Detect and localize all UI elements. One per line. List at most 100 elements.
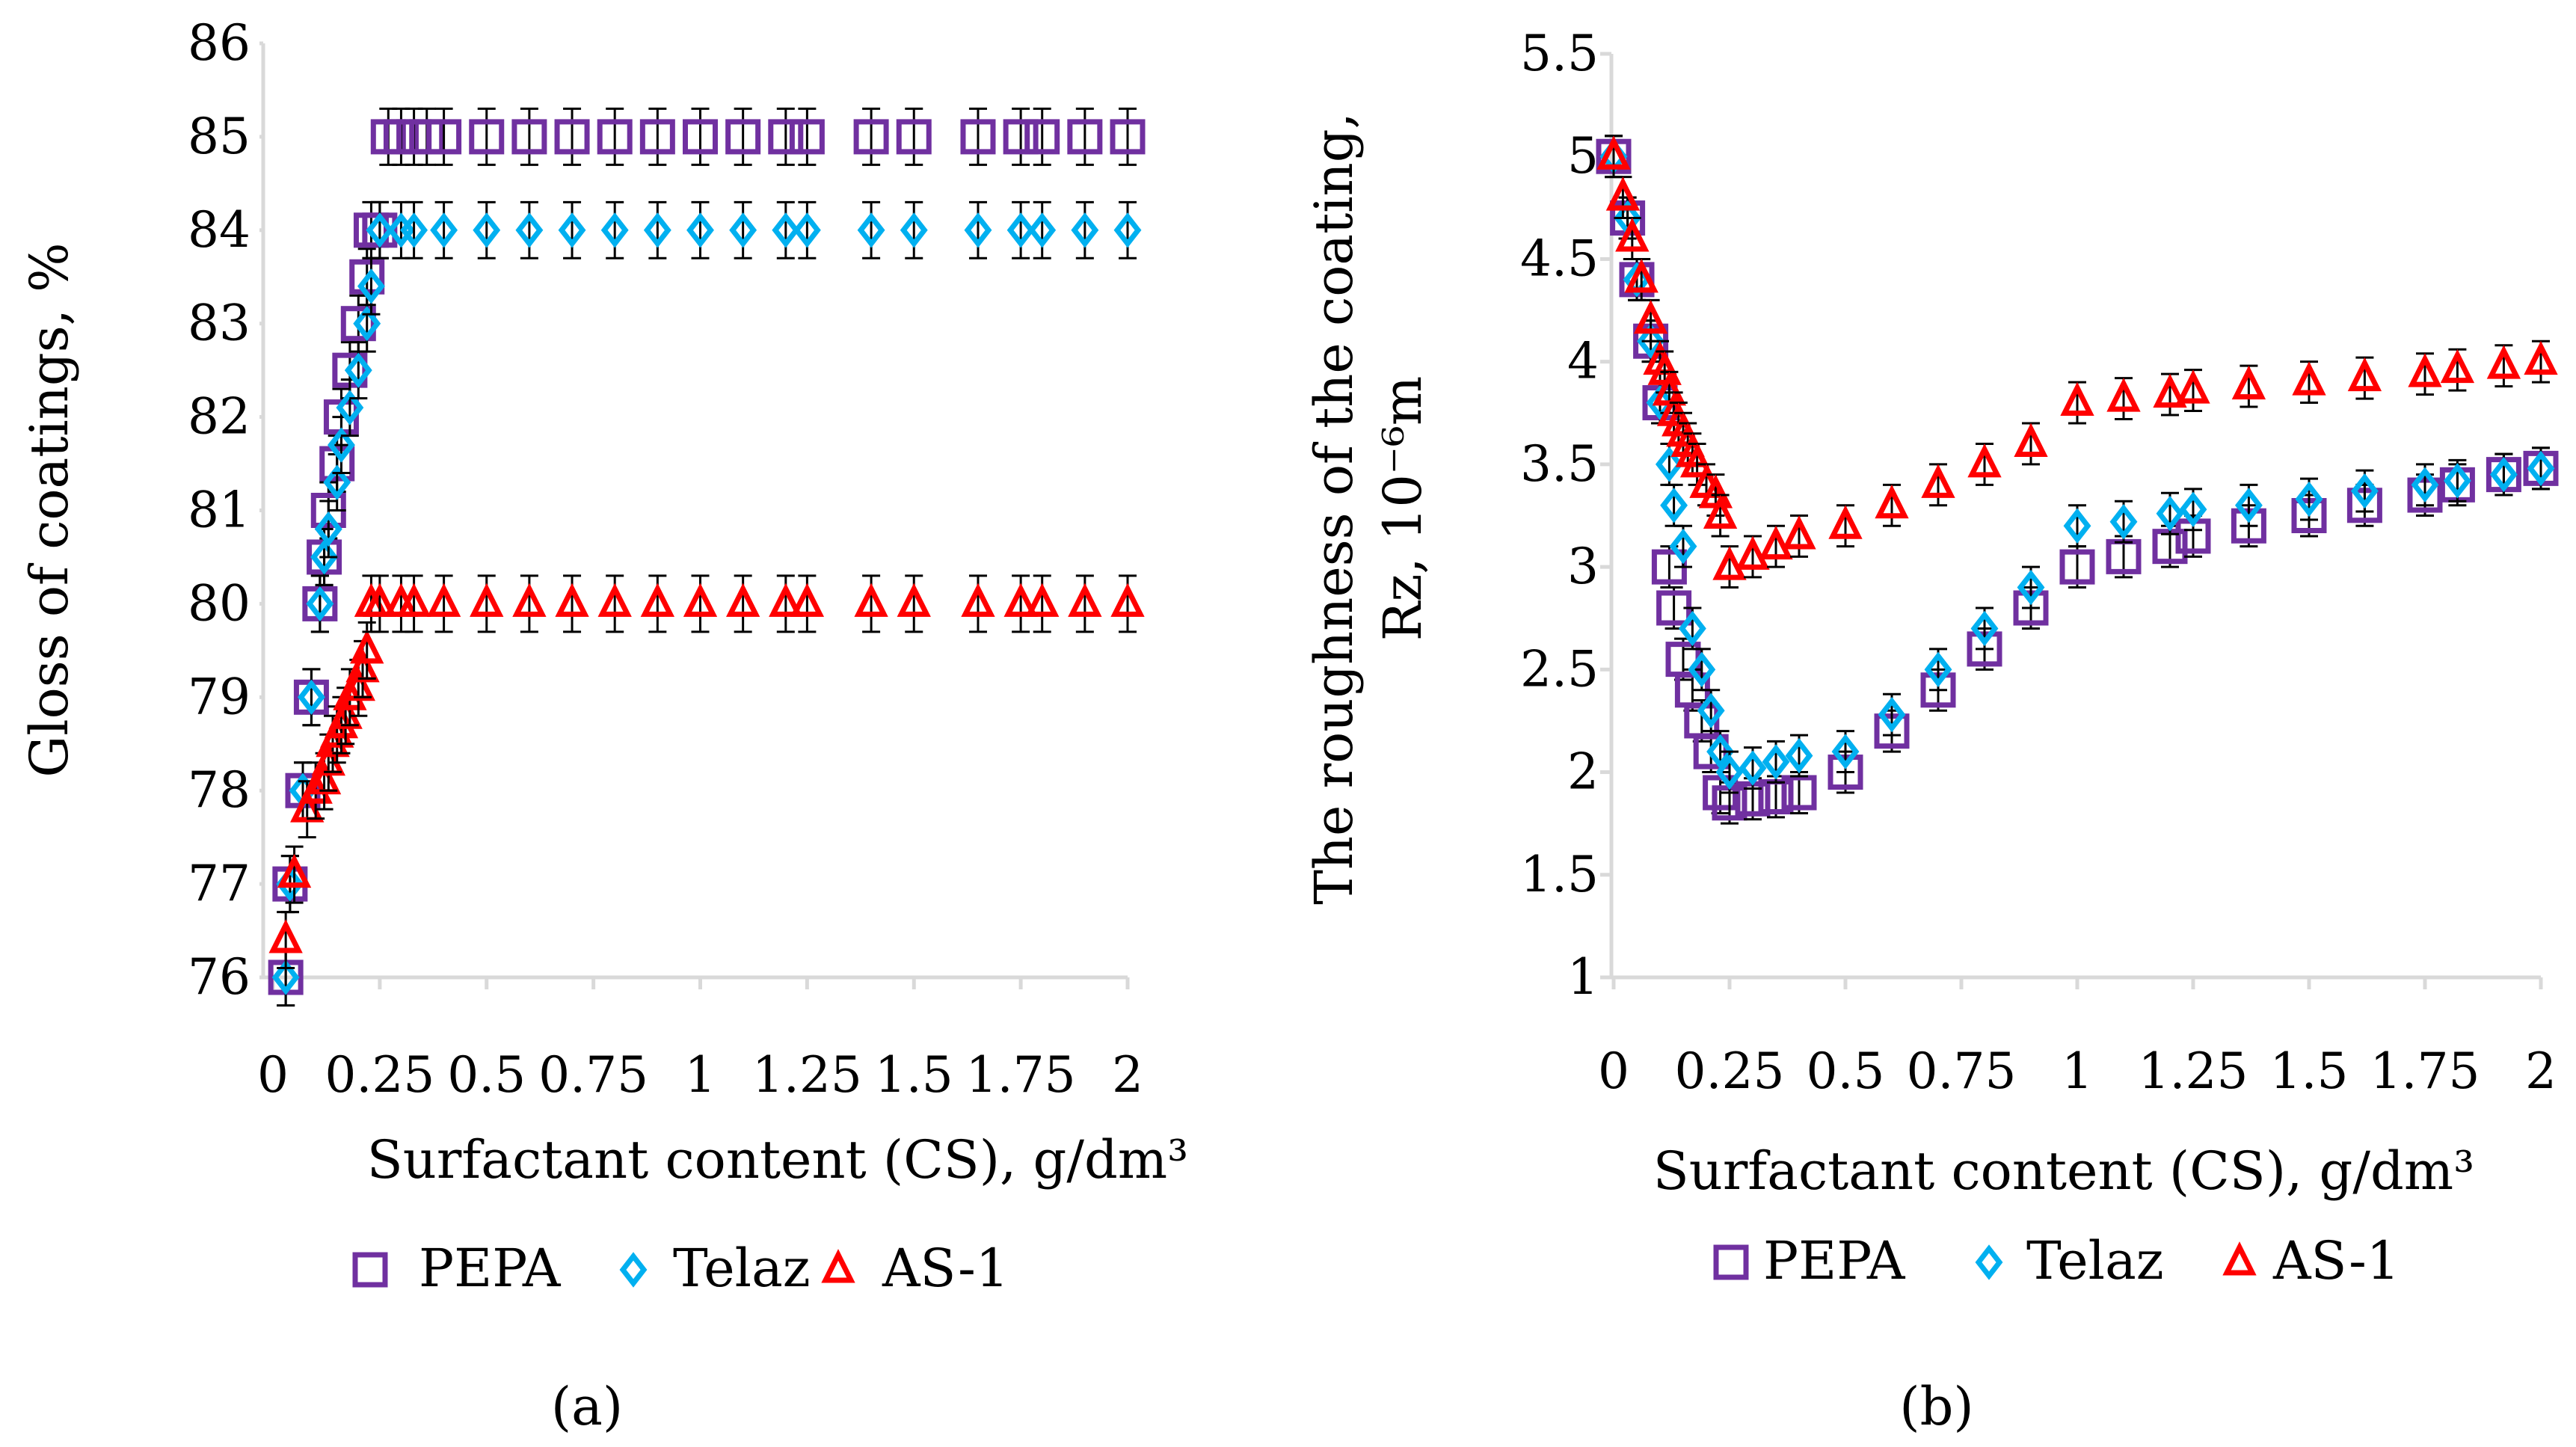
- data-point-as-1: [961, 583, 995, 617]
- data-point-as-1: [1712, 546, 1747, 580]
- legend-marker-telaz: [1975, 1244, 2003, 1280]
- data-point-telaz: [964, 212, 992, 248]
- data-point-pepa: [960, 119, 996, 155]
- panel-label-a: (a): [551, 1376, 623, 1437]
- data-point-as-1: [426, 583, 461, 617]
- data-point-pepa: [1024, 119, 1060, 155]
- data-point-telaz: [643, 212, 671, 248]
- data-point-telaz: [1924, 651, 1952, 688]
- x-tick-label: 2: [2525, 1042, 2557, 1100]
- error-bar: [520, 200, 538, 259]
- data-point-as-1: [277, 853, 312, 888]
- data-point-telaz: [2443, 463, 2471, 499]
- data-point-telaz: [310, 539, 339, 575]
- x-tick-label: 1.25: [2139, 1042, 2248, 1100]
- data-point-telaz: [400, 212, 428, 248]
- data-point-as-1: [1615, 218, 1650, 252]
- data-point-telaz: [2295, 481, 2323, 517]
- y-tick-label: 5.5: [1520, 25, 1599, 82]
- data-point-telaz: [323, 464, 351, 500]
- data-point-as-1: [1736, 535, 1770, 570]
- error-bar: [1012, 107, 1030, 166]
- data-point-as-1: [897, 583, 931, 617]
- data-point-telaz: [1655, 446, 1683, 482]
- x-tick-label: 0.5: [447, 1046, 526, 1104]
- data-point-pepa: [683, 119, 718, 155]
- data-point-telaz: [1785, 737, 1813, 774]
- y-axis-title-b-line1: The roughness of the coating,: [1303, 112, 1365, 905]
- data-point-as-1: [1703, 494, 1738, 529]
- data-point-pepa: [853, 119, 889, 155]
- y-tick-label: 1.5: [1520, 846, 1599, 903]
- legend-label-pepa: PEPA: [1763, 1230, 1906, 1291]
- legend-label-telaz: Telaz: [2026, 1230, 2164, 1291]
- data-point-as-1: [2486, 345, 2521, 379]
- data-point-telaz: [328, 427, 355, 463]
- error-bar: [648, 200, 667, 259]
- x-tick-label: 0.5: [1807, 1042, 1885, 1100]
- data-point-as-1: [1068, 583, 1102, 617]
- data-point-as-1: [396, 583, 431, 617]
- x-tick-label: 0: [257, 1046, 289, 1104]
- data-point-telaz: [600, 212, 629, 248]
- data-point-telaz: [1637, 323, 1665, 359]
- data-point-as-1: [1967, 443, 2002, 478]
- error-bar: [563, 200, 582, 259]
- y-tick-label: 82: [188, 388, 250, 446]
- error-bar: [1075, 200, 1094, 259]
- data-point-pepa: [340, 306, 376, 342]
- data-point-pepa: [768, 119, 804, 155]
- data-point-telaz: [2109, 504, 2138, 540]
- data-point-telaz: [2411, 467, 2439, 503]
- data-point-telaz: [2156, 496, 2184, 532]
- x-tick-label: 0.75: [1907, 1042, 2017, 1100]
- data-point-as-1: [1596, 135, 1631, 170]
- data-point-pepa: [1110, 119, 1146, 155]
- data-point-telaz: [473, 212, 501, 248]
- data-point-telaz: [900, 212, 928, 248]
- y-tick-label: 80: [188, 574, 250, 632]
- data-point-telaz: [686, 212, 714, 248]
- data-point-telaz: [1697, 692, 1725, 728]
- data-point-as-1: [2524, 340, 2558, 375]
- data-point-as-1: [2014, 423, 2048, 457]
- data-point-as-1: [725, 583, 760, 617]
- error-bar: [370, 200, 389, 259]
- data-point-telaz: [298, 679, 325, 716]
- error-bar: [1119, 107, 1137, 166]
- data-point-telaz: [1715, 754, 1744, 790]
- data-point-telaz: [515, 212, 544, 248]
- data-point-as-1: [1110, 583, 1145, 617]
- data-point-telaz: [2527, 450, 2555, 487]
- data-point-telaz: [2350, 473, 2379, 509]
- y-tick-label: 85: [188, 108, 250, 165]
- panel-label-b: (b): [1899, 1376, 1973, 1437]
- data-point-telaz: [1970, 610, 1999, 647]
- x-tick-label: 1: [2062, 1042, 2093, 1100]
- data-point-telaz: [1660, 488, 1688, 523]
- data-point-pepa: [639, 119, 675, 155]
- y-tick-label: 4: [1567, 333, 1599, 390]
- legend-marker-telaz: [619, 1252, 648, 1288]
- data-point-telaz: [1028, 212, 1057, 248]
- error-bar: [302, 668, 321, 727]
- data-point-as-1: [2106, 378, 2141, 412]
- error-bar: [691, 200, 710, 259]
- y-tick-label: 4.5: [1520, 230, 1599, 287]
- x-axis-title-b: Surfactant content (CS), g/dm³: [1653, 1140, 2474, 1202]
- series-as-1: [1596, 135, 2558, 589]
- y-tick-label: 84: [188, 201, 250, 259]
- error-bar: [405, 200, 423, 259]
- legend-label-telaz: Telaz: [673, 1238, 811, 1299]
- data-point-telaz: [314, 511, 342, 547]
- data-point-telaz: [271, 959, 300, 995]
- y-tick-label: 86: [188, 14, 250, 72]
- data-point-telaz: [336, 390, 364, 426]
- data-point-telaz: [1762, 744, 1790, 780]
- legend-label-as-1: AS-1: [2272, 1230, 2400, 1291]
- data-point-telaz: [353, 305, 381, 342]
- data-point-as-1: [345, 648, 380, 683]
- y-tick-label: 1: [1567, 948, 1599, 1006]
- data-point-telaz: [344, 352, 372, 388]
- data-point-as-1: [1759, 525, 1793, 560]
